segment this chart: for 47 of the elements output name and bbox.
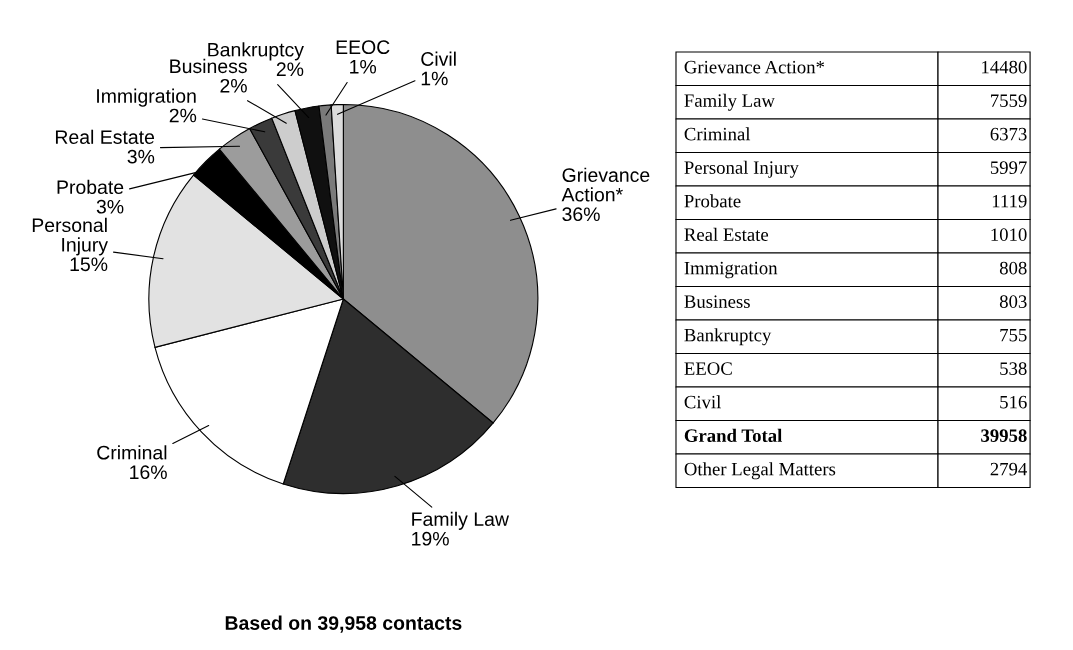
category-label: Grand Total bbox=[684, 428, 783, 442]
category-label: Criminal bbox=[684, 127, 751, 141]
data-label: 1% bbox=[350, 59, 377, 74]
slice-label: Real Estate bbox=[55, 129, 155, 144]
data-label: 2% bbox=[220, 78, 247, 93]
category-label: Family Law bbox=[684, 93, 775, 111]
data-label: 36% bbox=[562, 207, 600, 222]
data-label: 538 bbox=[1000, 362, 1027, 375]
category-label: Civil bbox=[684, 395, 721, 409]
data-label: 39958 bbox=[981, 429, 1027, 442]
data-label: 6373 bbox=[990, 127, 1027, 141]
data-label: 808 bbox=[999, 261, 1027, 275]
category-label: Other Legal Matters bbox=[684, 462, 836, 480]
category-label: Grievance Action* bbox=[684, 60, 825, 74]
slice-label: Civil bbox=[421, 51, 456, 66]
data-label: 3% bbox=[96, 199, 124, 214]
slice-label: Immigration bbox=[97, 88, 196, 107]
category-label: Personal Injury bbox=[684, 160, 799, 178]
data-label: 1010 bbox=[991, 228, 1027, 241]
data-label: 1% bbox=[421, 71, 448, 86]
data-label: 2794 bbox=[990, 462, 1028, 476]
data-label: 516 bbox=[1000, 395, 1027, 409]
data-label: 14480 bbox=[982, 60, 1027, 74]
data-label: 1119 bbox=[992, 194, 1027, 208]
slice-label: Criminal bbox=[97, 445, 167, 460]
slice-label: Personal Injury bbox=[32, 217, 108, 256]
category-label: Bankruptcy bbox=[684, 328, 772, 346]
category-label: Probate bbox=[684, 194, 741, 208]
category-label: Business bbox=[684, 295, 750, 308]
category-label: Immigration bbox=[684, 261, 778, 279]
data-label: 15% bbox=[70, 257, 108, 272]
category-label: Real Estate bbox=[684, 227, 769, 241]
data-label: 7559 bbox=[991, 94, 1027, 107]
data-label: 803 bbox=[999, 295, 1027, 308]
data-label: 3% bbox=[127, 149, 155, 164]
slice-label: Family Law bbox=[412, 511, 510, 530]
text: Based on 39,958 contacts bbox=[225, 615, 462, 633]
data-label: 755 bbox=[1000, 328, 1027, 342]
slice-label: EEOC bbox=[336, 40, 390, 55]
slice-label: Grievance Action* bbox=[561, 167, 650, 202]
data-label: 2% bbox=[169, 108, 197, 123]
data-label: 19% bbox=[412, 531, 449, 546]
data-label: 5997 bbox=[990, 161, 1027, 174]
slice-label: Probate bbox=[57, 179, 124, 195]
category-label: EEOC bbox=[684, 362, 732, 375]
data-label: 2% bbox=[276, 62, 304, 76]
data-label: 16% bbox=[130, 465, 167, 480]
